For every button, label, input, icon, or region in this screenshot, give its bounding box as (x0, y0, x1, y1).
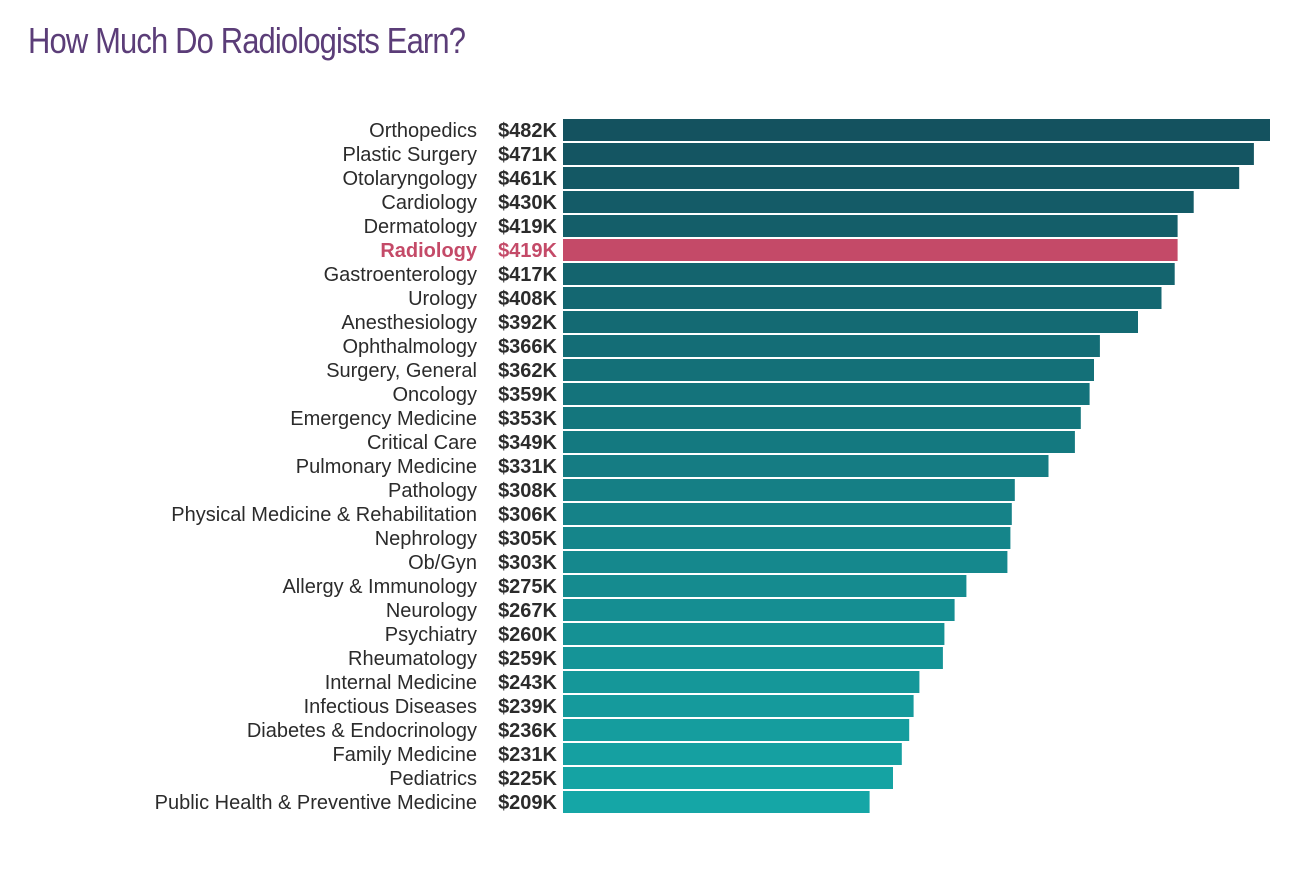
category-label-plastic-surgery: Plastic Surgery (343, 144, 478, 166)
value-label-ob-gyn: $303K (498, 552, 557, 574)
category-label-critical-care: Critical Care (367, 432, 477, 454)
category-label-infectious-diseases: Infectious Diseases (304, 696, 477, 718)
bar-internal-medicine (563, 671, 920, 693)
bar-allergy-and-immunology (563, 575, 967, 597)
value-label-pediatrics: $225K (498, 768, 557, 790)
bar-physical-medicine-and-rehabilitation (563, 503, 1012, 525)
bar-plastic-surgery (563, 143, 1254, 165)
bar-neurology (563, 599, 955, 621)
value-label-family-medicine: $231K (498, 744, 557, 766)
value-label-radiology: $419K (498, 240, 557, 262)
bar-dermatology (563, 215, 1178, 237)
category-label-anesthesiology: Anesthesiology (341, 312, 477, 334)
category-label-radiology: Radiology (380, 240, 478, 262)
value-label-oncology: $359K (498, 384, 557, 406)
category-label-rheumatology: Rheumatology (348, 648, 477, 670)
category-label-cardiology: Cardiology (381, 192, 477, 214)
category-label-emergency-medicine: Emergency Medicine (290, 408, 477, 430)
category-label-ophthalmology: Ophthalmology (342, 336, 477, 358)
category-label-public-health-and-preventive-medicine: Public Health & Preventive Medicine (155, 792, 477, 814)
bar-psychiatry (563, 623, 945, 645)
category-label-gastroenterology: Gastroenterology (324, 264, 477, 286)
value-label-pathology: $308K (498, 480, 557, 502)
bar-anesthesiology (563, 311, 1138, 333)
value-label-ophthalmology: $366K (498, 336, 557, 358)
bar-gastroenterology (563, 263, 1175, 285)
bars-layer (563, 119, 1270, 813)
value-label-surgery-general: $362K (498, 360, 557, 382)
category-label-physical-medicine-and-rehabilitation: Physical Medicine & Rehabilitation (171, 504, 477, 526)
category-label-pulmonary-medicine: Pulmonary Medicine (296, 456, 477, 478)
value-label-nephrology: $305K (498, 528, 557, 550)
category-label-pathology: Pathology (388, 480, 477, 502)
category-label-family-medicine: Family Medicine (333, 744, 477, 766)
chart-title: How Much Do Radiologists Earn? (28, 20, 466, 61)
category-label-internal-medicine: Internal Medicine (325, 672, 477, 694)
value-label-orthopedics: $482K (498, 120, 557, 142)
value-label-gastroenterology: $417K (498, 264, 557, 286)
value-label-diabetes-and-endocrinology: $236K (498, 720, 557, 742)
bar-diabetes-and-endocrinology (563, 719, 910, 741)
value-label-psychiatry: $260K (498, 624, 557, 646)
category-label-otolaryngology: Otolaryngology (342, 168, 477, 190)
bar-rheumatology (563, 647, 943, 669)
category-label-diabetes-and-endocrinology: Diabetes & Endocrinology (247, 720, 477, 742)
bar-otolaryngology (563, 167, 1240, 189)
bar-surgery-general (563, 359, 1094, 381)
value-label-internal-medicine: $243K (498, 672, 557, 694)
value-label-allergy-and-immunology: $275K (498, 576, 557, 598)
bar-orthopedics (563, 119, 1270, 141)
bar-nephrology (563, 527, 1011, 549)
bar-radiology (563, 239, 1178, 261)
value-label-emergency-medicine: $353K (498, 408, 557, 430)
bar-pulmonary-medicine (563, 455, 1049, 477)
category-label-oncology: Oncology (393, 384, 478, 406)
bar-pathology (563, 479, 1015, 501)
value-label-public-health-and-preventive-medicine: $209K (498, 792, 557, 814)
value-label-critical-care: $349K (498, 432, 557, 454)
value-label-anesthesiology: $392K (498, 312, 557, 334)
category-label-nephrology: Nephrology (375, 528, 477, 550)
bar-emergency-medicine (563, 407, 1081, 429)
value-label-plastic-surgery: $471K (498, 144, 557, 166)
category-label-psychiatry: Psychiatry (385, 624, 477, 646)
category-label-allergy-and-immunology: Allergy & Immunology (282, 576, 477, 598)
bar-urology (563, 287, 1162, 309)
category-label-orthopedics: Orthopedics (369, 120, 477, 142)
bar-critical-care (563, 431, 1075, 453)
bar-ob-gyn (563, 551, 1008, 573)
category-label-dermatology: Dermatology (364, 216, 477, 238)
bar-cardiology (563, 191, 1194, 213)
value-label-dermatology: $419K (498, 216, 557, 238)
category-label-ob-gyn: Ob/Gyn (408, 552, 477, 574)
bar-ophthalmology (563, 335, 1100, 357)
bar-family-medicine (563, 743, 902, 765)
value-label-otolaryngology: $461K (498, 168, 557, 190)
category-label-urology: Urology (408, 288, 477, 310)
bar-pediatrics (563, 767, 893, 789)
value-label-neurology: $267K (498, 600, 557, 622)
value-label-pulmonary-medicine: $331K (498, 456, 557, 478)
labels-layer: $482K Orthopedics $471K Plastic Surgery $461… (155, 120, 558, 814)
category-label-pediatrics: Pediatrics (389, 768, 477, 790)
category-label-surgery-general: Surgery, General (326, 360, 477, 382)
value-label-infectious-diseases: $239K (498, 696, 557, 718)
value-label-physical-medicine-and-rehabilitation: $306K (498, 504, 557, 526)
bar-infectious-diseases (563, 695, 914, 717)
bar-public-health-and-preventive-medicine (563, 791, 870, 813)
category-label-neurology: Neurology (386, 600, 477, 622)
bar-oncology (563, 383, 1090, 405)
value-label-urology: $408K (498, 288, 557, 310)
value-label-rheumatology: $259K (498, 648, 557, 670)
value-label-cardiology: $430K (498, 192, 557, 214)
